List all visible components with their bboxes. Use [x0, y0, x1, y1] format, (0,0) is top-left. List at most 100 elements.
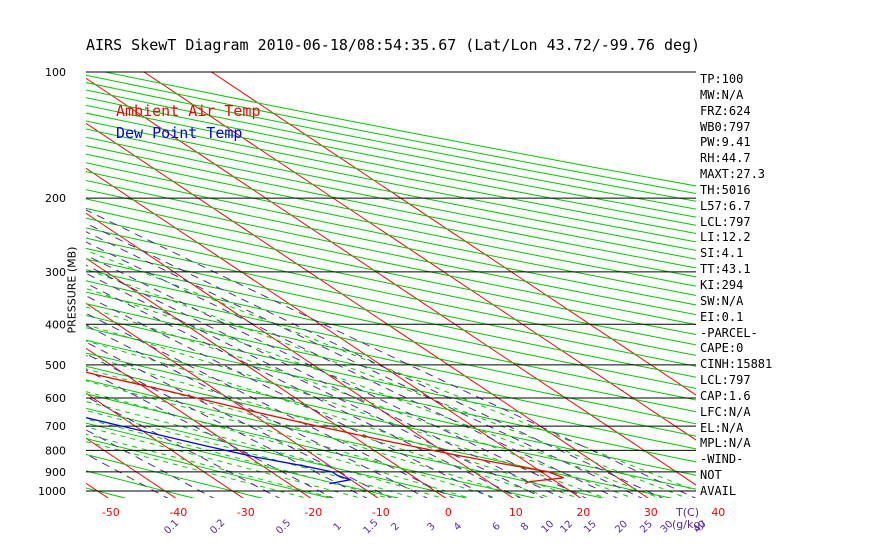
- temperature-tick-label: -50: [102, 506, 120, 519]
- stability-index-item: KI:294: [700, 277, 744, 292]
- isotherm-line: [211, 72, 696, 396]
- mixing-ratio-tick-label: 20: [613, 519, 630, 536]
- moist-adiabat-line: [86, 409, 417, 498]
- stability-index-item: WB0:797: [700, 119, 751, 134]
- temperature-tick-label: 0: [445, 506, 452, 519]
- stability-index-item: CINH:15881: [700, 357, 773, 372]
- stability-index-item: FRZ:624: [700, 103, 751, 118]
- moist-adiabat-line: [86, 287, 661, 498]
- mixing-ratio-tick-label: 0.5: [274, 518, 293, 537]
- stability-index-item: CAPE:0: [700, 341, 744, 356]
- chart-title: AIRS SkewT Diagram 2010-06-18/08:54:35.6…: [86, 36, 701, 54]
- dry-adiabat-line: [86, 227, 696, 356]
- dry-adiabat-line: [86, 352, 696, 490]
- mixing-ratio-line: [86, 353, 368, 498]
- dry-adiabat-line: [86, 438, 332, 498]
- pressure-tick-label: 400: [45, 318, 66, 331]
- mixing-ratio-tick-label: 1: [332, 521, 344, 533]
- dry-adiabat-lines: [86, 72, 696, 498]
- dry-adiabat-line: [86, 189, 696, 316]
- mixing-ratio-tick-label: 1.5: [362, 518, 381, 537]
- dry-adiabat-line: [86, 379, 605, 498]
- mixing-ratio-line: [86, 324, 428, 498]
- mixing-ratio-tick-label: 6: [491, 521, 503, 533]
- stability-index-item: EL:N/A: [700, 420, 744, 435]
- temperature-tick-label: -20: [304, 506, 322, 519]
- mixing-ratio-tick-label: 12: [558, 519, 575, 536]
- pressure-tick-label: 500: [45, 359, 66, 372]
- dry-adiabat-line: [86, 291, 696, 425]
- pressure-tick-label: 600: [45, 392, 66, 405]
- temperature-tick-labels: -50 -40 -30 -20 -10 0 10 20 30 40: [102, 506, 725, 519]
- temperature-tick-label: 40: [711, 506, 725, 519]
- isotherm-line: [0, 72, 43, 500]
- dry-adiabat-line: [86, 180, 696, 306]
- legend-air-temp: Ambient Air Temp: [116, 102, 261, 120]
- mixing-ratio-tick-label: 25: [638, 519, 655, 536]
- stability-index-item: TH:5016: [700, 182, 751, 197]
- pressure-tick-label: 900: [45, 466, 66, 479]
- temperature-tick-label: -40: [169, 506, 187, 519]
- mixing-ratio-line: [86, 369, 335, 498]
- pressure-tick-label: 200: [45, 192, 66, 205]
- mixing-ratio-tick-label: 10: [540, 519, 557, 536]
- dry-adiabat-line: [86, 327, 696, 463]
- moist-adiabat-line: [86, 380, 499, 498]
- mixing-ratio-line: [86, 453, 169, 498]
- stability-index-item: NOT: [700, 468, 722, 483]
- isotherm-line: [86, 302, 379, 498]
- dry-adiabat-line: [86, 407, 469, 498]
- moist-adiabat-line: [86, 418, 390, 498]
- mixing-ratio-tick-label: 15: [582, 519, 599, 536]
- mixing-ratio-line: [86, 254, 587, 498]
- stability-index-item: -WIND-: [700, 452, 744, 467]
- mixing-ratio-line: [86, 241, 618, 498]
- isotherm-line: [86, 257, 447, 498]
- dry-adiabat-line: [86, 393, 537, 498]
- stability-index-item: LFC:N/A: [700, 404, 751, 419]
- mixing-ratio-line: [86, 295, 494, 498]
- mixing-ratio-line: [86, 231, 643, 498]
- stability-index-item: -PARCEL-: [700, 325, 758, 340]
- x-axis-label: T(C): [675, 506, 699, 519]
- dry-adiabat-line: [86, 217, 696, 346]
- temperature-tick-label: 10: [509, 506, 523, 519]
- stability-index-item: MPL:N/A: [700, 436, 751, 451]
- mixing-ratio-tick-labels: 0.1 0.2 0.5 1 1.5 2 3 4 6 8 10 12 15 20 25 30 40: [162, 518, 708, 537]
- mixing-ratio-line: [86, 395, 281, 498]
- moist-adiabat-line: [86, 249, 696, 492]
- dry-adiabat-line: [86, 453, 264, 498]
- mixing-ratio-tick-label: 0.2: [208, 518, 227, 537]
- moist-adiabat-line: [86, 324, 607, 498]
- dry-adiabat-line: [86, 339, 696, 476]
- moist-adiabat-line: [86, 268, 688, 498]
- dry-adiabat-line: [86, 280, 696, 413]
- pressure-tick-label: 100: [45, 66, 66, 79]
- pressure-tick-label: 700: [45, 420, 66, 433]
- dry-adiabat-line: [86, 207, 696, 336]
- dry-adiabat-line: [86, 128, 696, 251]
- dry-adiabat-line: [86, 145, 696, 269]
- stability-index-item: LI:12.2: [700, 230, 751, 245]
- mixing-ratio-line: [86, 264, 564, 498]
- pressure-tick-labels: 100 200 300 400 500 600 700 800 900 1000: [38, 66, 66, 498]
- y-axis-label: PRESSURE (MB): [65, 246, 79, 334]
- stability-index-item: LCL:797: [700, 214, 751, 229]
- temperature-tick-label: 30: [644, 506, 658, 519]
- mixing-ratio-line: [86, 272, 545, 498]
- isotherm-line: [143, 72, 696, 441]
- mixing-ratio-line: [86, 429, 215, 498]
- stability-index-item: LCL:797: [700, 373, 751, 388]
- mixing-ratio-tick-label: 2: [390, 521, 402, 533]
- air-temp-line: [86, 371, 564, 485]
- dew-point-line: [86, 417, 351, 485]
- temperature-tick-label: -10: [372, 506, 390, 519]
- stability-index-item: L57:6.7: [700, 198, 751, 213]
- mixing-ratio-unit-label: (g/kg): [672, 518, 705, 531]
- legend-dew-point: Dew Point Temp: [116, 124, 243, 142]
- stability-index-item: RH:44.7: [700, 151, 751, 166]
- mixing-ratio-line: [86, 312, 455, 498]
- mixing-ratio-tick-label: 0.1: [162, 518, 181, 537]
- dry-adiabat-line: [86, 269, 696, 401]
